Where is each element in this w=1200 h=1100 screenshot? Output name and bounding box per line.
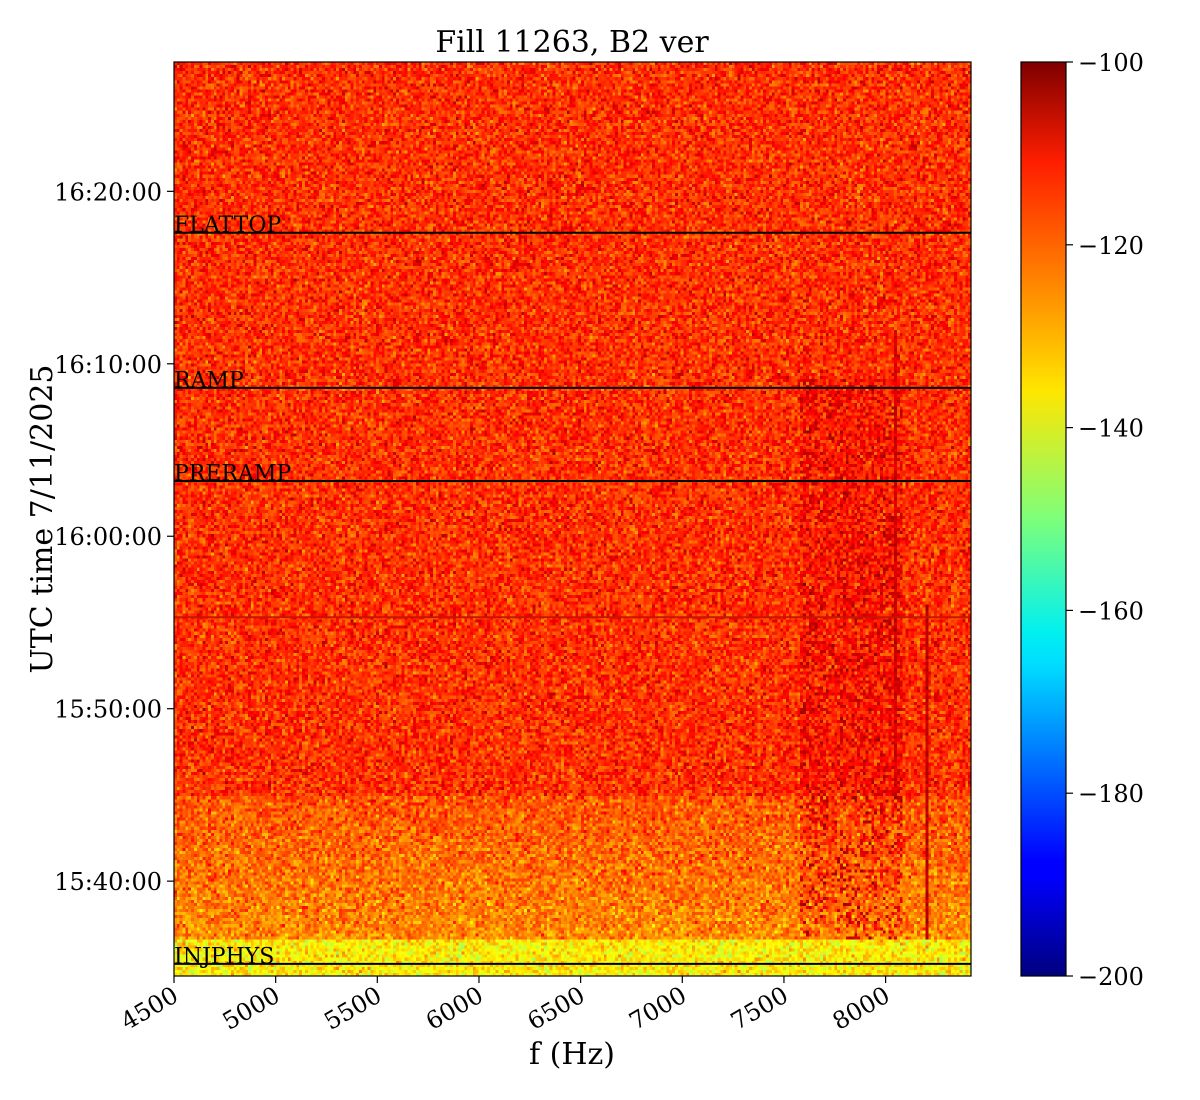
plot-area: INJPHYS PRERAMP RAMP FLATTOP — [173, 61, 972, 977]
y-axis-label: UTC time 7/11/2025 — [25, 365, 60, 674]
colorbar-tick-label: −100 — [1078, 49, 1144, 77]
y-axis: 15:40:00 15:50:00 16:00:00 16:10:00 16:20:00 — [54, 178, 174, 896]
y-tick-label: 15:50:00 — [54, 696, 162, 724]
x-tick-label: 8000 — [828, 981, 895, 1036]
x-tick-label: 7500 — [726, 981, 793, 1036]
x-tick-label: 5000 — [218, 981, 285, 1036]
chart-title: Fill 11263, B2 ver — [435, 25, 709, 60]
y-tick-label: 16:10:00 — [54, 351, 162, 379]
marker-label-ramp: RAMP — [174, 368, 244, 393]
x-tick-label: 6000 — [421, 981, 488, 1036]
x-tick-label: 7000 — [624, 981, 691, 1036]
x-axis: 4500 5000 5500 6000 6500 7000 7500 8000 — [116, 976, 895, 1036]
colorbar-tick-label: −120 — [1078, 232, 1144, 260]
x-tick-label: 5500 — [319, 981, 386, 1036]
phase-markers: INJPHYS PRERAMP RAMP FLATTOP — [174, 213, 971, 969]
plot-frame — [173, 61, 972, 977]
marker-label-injphys: INJPHYS — [174, 944, 274, 969]
marker-label-preramp: PRERAMP — [174, 462, 291, 487]
y-tick-label: 15:40:00 — [54, 868, 162, 896]
colorbar-tick-label: −200 — [1078, 963, 1144, 991]
marker-label-flattop: FLATTOP — [174, 213, 281, 238]
spectrogram-heatmap — [174, 62, 971, 976]
colorbar: −100 −120 −140 −160 −180 −200 — [1020, 49, 1144, 991]
x-tick-label: 4500 — [116, 981, 183, 1036]
x-tick-label: 6500 — [523, 981, 590, 1036]
colorbar-gradient — [1020, 61, 1067, 977]
colorbar-tick-label: −140 — [1078, 415, 1144, 443]
x-axis-label: f (Hz) — [529, 1037, 615, 1072]
colorbar-tick-label: −160 — [1078, 597, 1144, 625]
y-tick-label: 16:00:00 — [54, 523, 162, 551]
colorbar-tick-label: −180 — [1078, 780, 1144, 808]
colorbar-ticks: −100 −120 −140 −160 −180 −200 — [1066, 49, 1144, 991]
y-tick-label: 16:20:00 — [54, 178, 162, 206]
